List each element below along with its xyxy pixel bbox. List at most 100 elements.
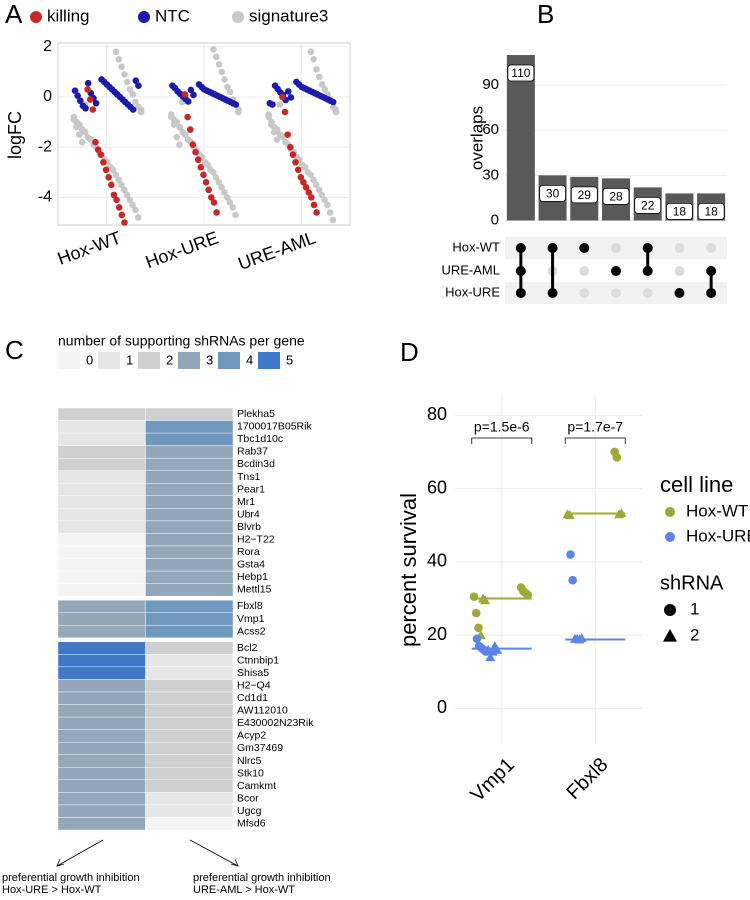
data-point bbox=[205, 186, 212, 194]
data-point bbox=[112, 48, 120, 56]
row-label: Bcor bbox=[237, 792, 259, 804]
data-point bbox=[135, 82, 142, 89]
y-tick-label: 40 bbox=[427, 551, 447, 571]
heat-cell bbox=[145, 817, 234, 831]
data-point bbox=[107, 181, 115, 189]
row-label: Mfsd6 bbox=[237, 818, 266, 830]
data-point bbox=[284, 88, 292, 95]
heat-cell bbox=[57, 508, 146, 522]
data-point bbox=[212, 53, 220, 61]
value-label: 18 bbox=[704, 205, 718, 219]
data-point bbox=[73, 123, 80, 131]
data-point bbox=[281, 108, 289, 116]
matrix-dot bbox=[579, 243, 590, 253]
data-point bbox=[92, 99, 100, 107]
matrix-dot bbox=[515, 243, 526, 253]
data-point bbox=[232, 211, 239, 219]
heat-cell bbox=[57, 407, 146, 421]
heat-cell bbox=[145, 470, 234, 484]
row-label: Bcl2 bbox=[237, 642, 258, 654]
data-point bbox=[181, 91, 189, 98]
data-point bbox=[129, 106, 137, 113]
column-label: URE-AML > Hox-WT bbox=[193, 884, 295, 896]
data-point bbox=[273, 136, 281, 143]
heat-cell bbox=[57, 666, 146, 680]
row-label: Nlrc5 bbox=[237, 755, 262, 767]
heat-cell bbox=[145, 704, 234, 718]
data-point bbox=[287, 94, 295, 101]
heat-cell bbox=[57, 457, 146, 471]
row-label: Mr1 bbox=[237, 496, 255, 508]
heat-cell bbox=[145, 445, 234, 459]
data-point bbox=[123, 78, 131, 86]
data-point bbox=[118, 63, 125, 71]
heat-cell bbox=[145, 599, 234, 613]
data-point bbox=[204, 161, 211, 169]
matrix-dot bbox=[706, 266, 717, 276]
y-tick-label: 30 bbox=[482, 166, 499, 183]
row-label: Cd1d1 bbox=[237, 692, 268, 704]
data-point bbox=[105, 174, 112, 181]
data-point bbox=[190, 91, 197, 99]
legend-label: 0 bbox=[86, 352, 93, 367]
data-point bbox=[167, 113, 175, 121]
matrix-dot-empty bbox=[611, 243, 621, 253]
legend-swatch bbox=[258, 352, 280, 369]
legend-label: 3 bbox=[206, 352, 213, 367]
arrow-head bbox=[230, 858, 239, 867]
data-point bbox=[226, 199, 234, 206]
data-point bbox=[132, 98, 139, 106]
value-label-box bbox=[507, 64, 535, 82]
data-point bbox=[173, 133, 181, 141]
data-point bbox=[269, 101, 276, 108]
y-tick-label: 20 bbox=[427, 624, 447, 644]
data-point bbox=[284, 131, 291, 138]
data-point bbox=[215, 61, 223, 68]
data-point bbox=[176, 141, 183, 148]
row-label: Mettl15 bbox=[237, 584, 272, 596]
p-value: p=1.5e-6 bbox=[474, 419, 530, 435]
data-point bbox=[313, 66, 320, 73]
data-point bbox=[78, 138, 86, 146]
data-point bbox=[84, 86, 91, 93]
heat-cell bbox=[145, 495, 234, 509]
heat-cell bbox=[57, 817, 146, 831]
legend-label: 1 bbox=[126, 352, 133, 367]
plot-area bbox=[455, 397, 642, 745]
heat-cell bbox=[145, 508, 234, 522]
data-point bbox=[279, 133, 287, 141]
heat-cell bbox=[57, 779, 146, 793]
heat-cell bbox=[145, 533, 234, 547]
data-point bbox=[118, 211, 126, 219]
value-label-box bbox=[697, 203, 725, 220]
data-point bbox=[318, 191, 326, 199]
data-point bbox=[312, 181, 320, 189]
heat-cell bbox=[57, 483, 146, 497]
data-point bbox=[209, 168, 217, 176]
data-point bbox=[132, 206, 139, 214]
data-point bbox=[308, 194, 315, 201]
heat-cell bbox=[145, 625, 234, 639]
data-point bbox=[192, 148, 199, 156]
row-label: Ugcg bbox=[237, 805, 262, 817]
heat-cell bbox=[57, 533, 146, 547]
data-point bbox=[110, 191, 118, 199]
data-point bbox=[576, 633, 587, 643]
y-axis-title: percent survival bbox=[396, 493, 421, 647]
matrix-dot bbox=[547, 288, 558, 298]
value-label-box bbox=[539, 184, 566, 202]
row-label: Tns1 bbox=[237, 471, 261, 483]
matrix-dot-empty bbox=[706, 243, 717, 253]
data-point bbox=[129, 91, 137, 98]
legend-marker bbox=[665, 532, 675, 542]
legend-label: 2 bbox=[166, 352, 173, 367]
data-point bbox=[321, 196, 328, 204]
data-point bbox=[82, 104, 89, 112]
data-point bbox=[300, 179, 307, 186]
matrix-dot-empty bbox=[642, 288, 653, 298]
heat-cell bbox=[57, 741, 146, 755]
legend-label: NTC bbox=[155, 6, 190, 25]
y-tick-label: 60 bbox=[482, 121, 499, 138]
heat-cell bbox=[57, 558, 146, 572]
